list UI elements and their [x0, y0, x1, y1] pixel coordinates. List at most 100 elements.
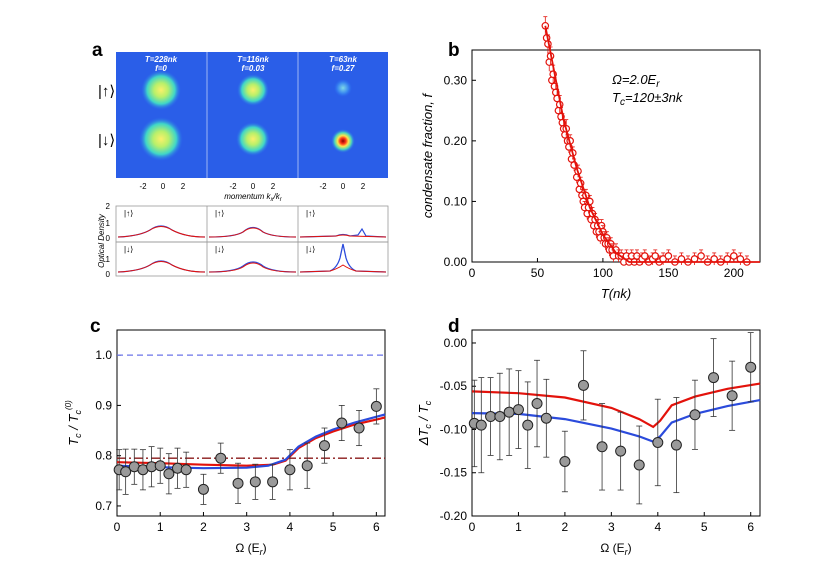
y-tick-label: 0.9 [95, 398, 112, 412]
y-tick-label: 0.00 [444, 336, 468, 350]
data-point [197, 483, 209, 495]
data-point [284, 464, 296, 476]
plot-frame [471, 329, 761, 517]
data-point [503, 406, 515, 418]
data-point [267, 476, 279, 488]
data-point [633, 459, 645, 471]
svg-text:2: 2 [271, 182, 276, 191]
svg-text:2: 2 [361, 182, 366, 191]
cloud-up-2 [237, 74, 269, 106]
image-3 [298, 52, 388, 178]
od-label-up-2: |↑⟩ [215, 209, 224, 218]
data-point [596, 441, 608, 453]
data-point [726, 390, 738, 402]
data-point [664, 252, 673, 260]
od-label-down-3: |↓⟩ [306, 245, 315, 254]
panel-b-label: b [448, 40, 460, 61]
cloud-up-3 [334, 79, 352, 97]
svg-text:-2: -2 [319, 182, 327, 191]
y-tick-label: 1.0 [95, 348, 112, 362]
svg-text:1: 1 [106, 255, 111, 264]
data-point [689, 409, 701, 421]
y-tick-label: 0.8 [95, 449, 112, 463]
svg-text:-2: -2 [139, 182, 147, 191]
data-point [670, 439, 682, 451]
momentum-ticks: -2 0 2 -2 0 2 -2 0 2 [139, 182, 365, 191]
x-tick-label: 3 [608, 520, 615, 534]
data-point [531, 398, 543, 410]
svg-text:2: 2 [106, 202, 111, 211]
od-label-down-1: |↓⟩ [124, 245, 133, 254]
data-point [336, 417, 348, 429]
data-point [745, 361, 757, 373]
cloud-down-2 [236, 122, 270, 156]
y-tick-label: 0.7 [95, 499, 112, 513]
od-label-up-3: |↑⟩ [306, 209, 315, 218]
image-1-temp-label: T=228nk [145, 55, 178, 64]
y-tick-label: -0.05 [440, 379, 468, 393]
data-point [154, 460, 166, 472]
data-point [730, 252, 738, 260]
image-1-fraction-label: f=0 [155, 64, 167, 73]
chart-b: 0 50 100 150 200 0.00 0.10 0.20 0.30 T(nk) condens… [420, 16, 761, 301]
svg-text:0: 0 [251, 182, 256, 191]
od-label-down-2: |↓⟩ [215, 245, 224, 254]
image-2-temp-label: T=116nk [237, 55, 269, 64]
y-axis-label: Tc / Tc(0) [64, 400, 83, 446]
data-point [697, 252, 705, 260]
cloud-down-1 [139, 117, 183, 161]
svg-text:0: 0 [106, 234, 111, 243]
row-label-up: |↑⟩ [98, 83, 115, 100]
data-point [540, 412, 552, 424]
y-axis-label: ΔTc / Tc [416, 400, 433, 446]
row-label-down: |↓⟩ [98, 132, 115, 149]
data-point [163, 468, 175, 480]
plot-frame [471, 49, 761, 263]
od-label-up-1: |↑⟩ [124, 209, 133, 218]
x-tick-label: 4 [287, 520, 294, 534]
image-3-fraction-label: f=0.27 [332, 64, 355, 73]
data-point [249, 476, 261, 488]
panel-a-label: a [92, 40, 103, 61]
data-point [494, 411, 506, 423]
y-tick-label: -0.20 [440, 509, 468, 523]
data-point [180, 464, 192, 476]
data-point [215, 452, 227, 464]
x-tick-label: 0 [469, 520, 476, 534]
data-point [485, 411, 497, 423]
x-axis-label: Ω (Er) [600, 541, 631, 557]
y-tick-label: 0.00 [444, 255, 468, 269]
data-point [615, 445, 627, 457]
svg-text:2: 2 [181, 182, 186, 191]
x-tick-label: 1 [157, 520, 164, 534]
data-point [522, 419, 534, 431]
y-tick-label: -0.10 [440, 422, 468, 436]
x-tick-label: 200 [724, 266, 744, 280]
x-tick-label: 100 [593, 266, 613, 280]
x-axis-label: T(nk) [601, 286, 631, 301]
panel-a: a T=228nk f=0 T=116nk f=0.03 T=63nk f=0.… [92, 40, 389, 279]
x-tick-label: 3 [243, 520, 250, 534]
data-point [475, 419, 487, 431]
data-point [353, 422, 365, 434]
x-tick-label: 5 [701, 520, 708, 534]
data-point [708, 372, 720, 384]
data-point [370, 400, 382, 412]
svg-text:0: 0 [341, 182, 346, 191]
image-2-fraction-label: f=0.03 [242, 64, 265, 73]
od-profiles: |↑⟩ |↑⟩ |↑⟩ |↓⟩ |↓⟩ |↓⟩ 2 1 0 1 0 Optica… [97, 202, 389, 279]
x-tick-label: 1 [515, 520, 522, 534]
data-point [318, 440, 330, 452]
x-axis-label: Ω (Er) [235, 541, 266, 557]
y-tick-label: 0.20 [444, 134, 468, 148]
svg-text:1: 1 [106, 219, 111, 228]
theory-curve [471, 382, 761, 429]
chart-c: 0 1 2 3 4 5 6 0.7 0.8 0.9 1.0 Ω (Er) Tc / Tc(0) [64, 329, 386, 557]
y-tick-label: -0.15 [440, 466, 468, 480]
momentum-label: momentum kx/kr [224, 192, 282, 203]
image-3-temp-label: T=63nk [329, 55, 357, 64]
data-point [652, 436, 664, 448]
annotation-tc: Tc=120±3nk [612, 90, 684, 108]
x-tick-label: 2 [562, 520, 569, 534]
